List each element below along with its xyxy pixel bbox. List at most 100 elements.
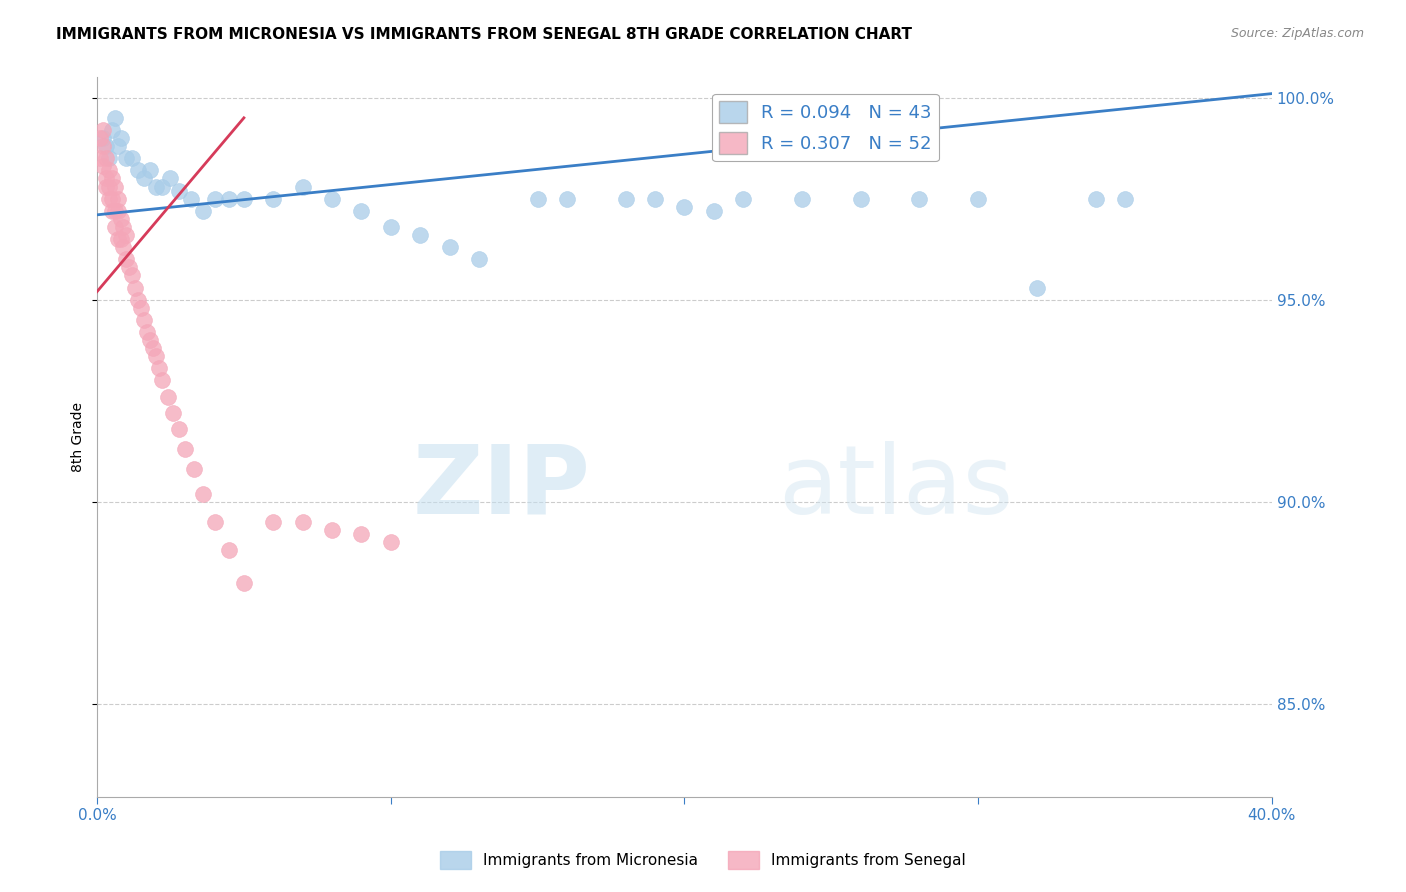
Point (204, 515, 226, 529)
Point (191, 486, 214, 500)
Point (380, 535, 402, 549)
Point (191, 203, 214, 218)
Point (1084, 192, 1107, 206)
Point (673, 200, 696, 214)
Point (262, 515, 284, 529)
Point (94, 179, 117, 194)
Point (350, 203, 373, 218)
Point (139, 333, 162, 347)
Point (129, 301, 152, 315)
Point (94, 171, 117, 186)
Point (124, 280, 146, 294)
Point (118, 260, 141, 275)
Point (468, 252, 491, 267)
Point (97, 163, 120, 178)
Point (115, 252, 138, 267)
Point (104, 219, 127, 234)
Point (115, 151, 138, 165)
Point (1026, 280, 1049, 294)
Point (849, 192, 872, 206)
Point (169, 422, 191, 436)
Point (169, 184, 191, 198)
Point (89, 131, 111, 145)
Point (350, 527, 373, 541)
Point (321, 192, 343, 206)
Text: atlas: atlas (779, 441, 1014, 534)
Point (180, 192, 202, 206)
Point (121, 151, 143, 165)
Point (262, 192, 284, 206)
Legend: Immigrants from Micronesia, Immigrants from Senegal: Immigrants from Micronesia, Immigrants f… (434, 845, 972, 875)
Point (97, 179, 120, 194)
Point (150, 179, 173, 194)
Point (121, 268, 143, 283)
Point (94, 151, 117, 165)
Point (107, 139, 129, 153)
Point (110, 232, 132, 246)
Point (218, 192, 240, 206)
Point (162, 406, 184, 420)
Legend: R = 0.094   N = 43, R = 0.307   N = 52: R = 0.094 N = 43, R = 0.307 N = 52 (713, 94, 939, 161)
Point (107, 232, 129, 246)
Point (112, 219, 135, 234)
Point (127, 293, 149, 307)
Point (91, 159, 114, 173)
Point (409, 227, 432, 242)
Point (967, 192, 990, 206)
Point (104, 111, 127, 125)
Point (127, 163, 149, 178)
Point (291, 179, 314, 194)
Point (908, 192, 931, 206)
Point (644, 192, 666, 206)
Point (204, 192, 226, 206)
Point (614, 192, 637, 206)
Point (145, 179, 167, 194)
Point (100, 192, 122, 206)
Y-axis label: 8th Grade: 8th Grade (72, 402, 86, 472)
Point (132, 313, 155, 327)
Point (232, 192, 254, 206)
Point (100, 171, 122, 186)
Point (183, 462, 205, 476)
Point (733, 192, 755, 206)
Text: IMMIGRANTS FROM MICRONESIA VS IMMIGRANTS FROM SENEGAL 8TH GRADE CORRELATION CHAR: IMMIGRANTS FROM MICRONESIA VS IMMIGRANTS… (56, 27, 912, 42)
Point (159, 171, 181, 186)
Point (100, 123, 122, 137)
Point (132, 171, 155, 186)
Point (91, 123, 114, 137)
Point (218, 543, 240, 558)
Text: ZIP: ZIP (412, 441, 591, 534)
Point (703, 203, 725, 218)
Point (139, 163, 162, 178)
Point (89, 151, 111, 165)
Point (150, 374, 173, 388)
Point (148, 361, 170, 376)
Point (380, 219, 402, 234)
Point (112, 240, 135, 254)
Point (110, 211, 132, 226)
Text: Source: ZipAtlas.com: Source: ZipAtlas.com (1230, 27, 1364, 40)
Point (107, 192, 129, 206)
Point (104, 203, 127, 218)
Point (97, 151, 120, 165)
Point (291, 515, 314, 529)
Point (321, 523, 343, 537)
Point (439, 240, 461, 254)
Point (555, 192, 578, 206)
Point (94, 139, 117, 153)
Point (91, 131, 114, 145)
Point (100, 203, 122, 218)
Point (110, 131, 132, 145)
Point (232, 575, 254, 590)
Point (156, 390, 179, 404)
Point (1114, 192, 1136, 206)
Point (115, 227, 138, 242)
Point (145, 349, 167, 363)
Point (104, 179, 127, 194)
Point (107, 203, 129, 218)
Point (136, 325, 159, 339)
Point (97, 192, 120, 206)
Point (790, 192, 813, 206)
Point (91, 139, 114, 153)
Point (174, 442, 197, 457)
